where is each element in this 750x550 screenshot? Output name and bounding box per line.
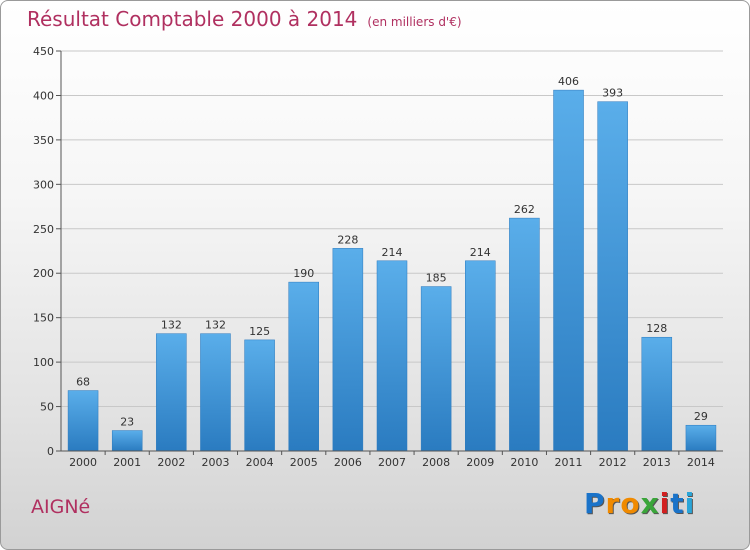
bar-2008	[420, 286, 452, 452]
chart-title: Résultat Comptable 2000 à 2014 (en millie…	[27, 7, 462, 31]
value-label-2002: 132	[161, 319, 182, 332]
x-tick-label-2007: 2007	[378, 456, 406, 469]
value-label-2005: 190	[293, 267, 314, 280]
x-tick-label-2000: 2000	[69, 456, 97, 469]
bar-2009	[465, 260, 496, 452]
y-tick-label-5: 250	[33, 223, 54, 236]
y-tick-label-3: 150	[33, 312, 54, 325]
proxiti-logo: Proxiti	[584, 487, 695, 520]
bar-2002	[156, 333, 187, 452]
x-tick-label-2012: 2012	[599, 456, 627, 469]
logo-letter-6: i	[684, 487, 696, 520]
logo-letter-2: o	[620, 487, 641, 520]
y-tick-label-8: 400	[33, 89, 54, 102]
x-tick-label-2001: 2001	[113, 456, 141, 469]
bar-2004	[244, 339, 275, 452]
bar-2012	[597, 101, 628, 452]
bar-2003	[200, 333, 231, 452]
value-label-2008: 185	[426, 272, 447, 285]
bar-2001	[111, 430, 143, 452]
value-label-2007: 214	[382, 246, 403, 259]
bar-2000	[67, 390, 99, 452]
value-label-2003: 132	[205, 319, 226, 332]
value-label-2006: 228	[337, 233, 358, 246]
x-tick-label-2013: 2013	[643, 456, 671, 469]
logo-letter-4: i	[659, 487, 671, 520]
value-label-2012: 393	[602, 87, 623, 100]
logo-letter-3: x	[640, 487, 660, 520]
x-tick-label-2004: 2004	[246, 456, 274, 469]
logo-letter-5: t	[670, 487, 685, 520]
y-tick-label-4: 200	[33, 267, 54, 280]
x-tick-label-2003: 2003	[201, 456, 229, 469]
bar-2011	[553, 89, 584, 452]
y-tick-label-0: 0	[47, 445, 54, 458]
bar-2007	[376, 260, 408, 452]
y-tick-label-2: 100	[33, 356, 54, 369]
x-tick-label-2006: 2006	[334, 456, 362, 469]
value-label-2004: 125	[249, 325, 270, 338]
commune-name: AIGNé	[31, 496, 91, 518]
title-text: Résultat Comptable 2000 à 2014	[27, 7, 358, 31]
value-label-2011: 406	[558, 75, 579, 88]
bar-2006	[332, 248, 364, 452]
logo-letter-1: r	[605, 487, 621, 520]
x-tick-label-2002: 2002	[157, 456, 185, 469]
x-tick-label-2010: 2010	[510, 456, 538, 469]
y-tick-label-7: 350	[33, 134, 54, 147]
bar-2013	[641, 336, 673, 452]
logo-letter-0: P	[584, 487, 606, 520]
value-label-2000: 68	[76, 376, 90, 389]
x-tick-label-2011: 2011	[555, 456, 583, 469]
chart-subtitle: (en milliers d'€)	[367, 15, 462, 29]
value-label-2009: 214	[470, 246, 491, 259]
value-label-2014: 29	[694, 410, 708, 423]
x-tick-label-2009: 2009	[466, 456, 494, 469]
x-tick-label-2014: 2014	[687, 456, 715, 469]
value-label-2010: 262	[514, 203, 535, 216]
value-label-2001: 23	[120, 416, 134, 429]
bar-2005	[288, 281, 319, 452]
bars-group: 68 23 132 132 125 190 228 214 185 214 262 406 393 128…	[67, 75, 717, 452]
axes: 0 50 100 150 200 250 300 350 400 450 2000 2001 2002 2…	[33, 45, 723, 469]
y-tick-label-1: 50	[40, 401, 54, 414]
bar-2014	[685, 424, 717, 452]
bar-2010	[509, 217, 540, 452]
y-tick-label-6: 300	[33, 178, 54, 191]
x-tick-label-2008: 2008	[422, 456, 450, 469]
value-label-2013: 128	[646, 322, 667, 335]
x-tick-label-2005: 2005	[290, 456, 318, 469]
y-tick-label-9: 450	[33, 45, 54, 58]
